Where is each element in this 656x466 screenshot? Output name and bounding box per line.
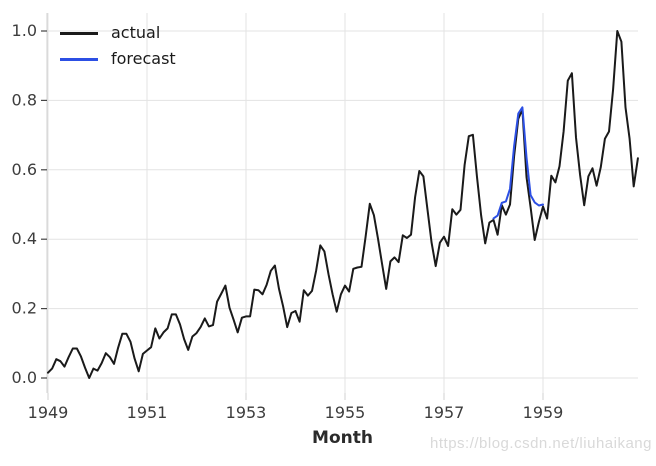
x-tick-label: 1957 — [424, 403, 465, 422]
x-tick-label: 1951 — [127, 403, 168, 422]
legend-item-actual: actual — [60, 20, 176, 46]
x-tick-label: 1959 — [523, 403, 564, 422]
watermark: https://blog.csdn.net/liuhaikang — [430, 435, 652, 452]
actual-line-swatch — [60, 31, 98, 35]
y-tick-label: 0.2 — [12, 299, 37, 318]
y-tick-label: 0.8 — [12, 90, 37, 109]
legend-label-actual: actual — [111, 23, 161, 42]
forecast-line-swatch — [60, 57, 98, 61]
x-axis-title: Month — [312, 428, 373, 448]
actual-line — [47, 30, 639, 379]
y-tick-label: 0.4 — [12, 229, 37, 248]
legend: actual forecast — [60, 20, 176, 72]
x-tick-label: 1955 — [325, 403, 366, 422]
y-tick-label: 1.0 — [12, 21, 37, 40]
legend-item-forecast: forecast — [60, 46, 176, 72]
x-tick-label: 1953 — [226, 403, 267, 422]
y-tick-label: 0.0 — [12, 368, 37, 387]
forecast-line — [492, 106, 544, 220]
x-tick-label: 1949 — [28, 403, 69, 422]
y-tick-label: 0.6 — [12, 160, 37, 179]
legend-label-forecast: forecast — [111, 49, 176, 68]
